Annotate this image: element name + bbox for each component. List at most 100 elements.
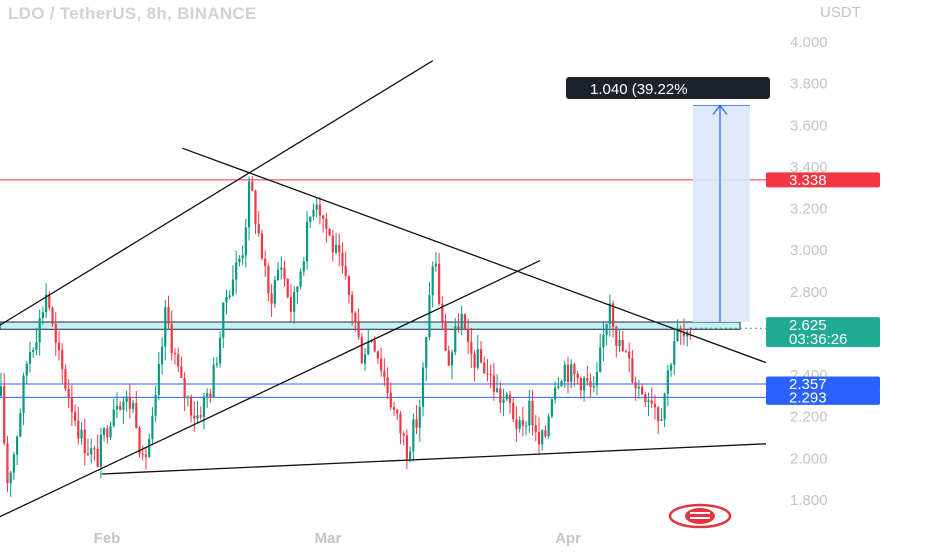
candle-body (557, 386, 560, 388)
candle-body (354, 312, 357, 323)
candle-body (241, 255, 244, 259)
candle-body (673, 341, 676, 365)
candle-body (666, 370, 669, 394)
price-badge: 2.357 (766, 376, 880, 393)
candle-body (363, 354, 367, 364)
candle-body (576, 374, 579, 378)
candle-body (19, 413, 22, 437)
candle-body (148, 439, 151, 457)
candle-body (77, 420, 80, 439)
candle-body (293, 291, 296, 312)
candle-body (38, 318, 41, 343)
candle-body (206, 393, 209, 397)
candle-body (589, 381, 592, 388)
y-tick-label: 3.200 (790, 201, 828, 218)
y-tick-label: 2.800 (790, 284, 828, 301)
candle-body (595, 371, 599, 386)
candle-body (409, 451, 412, 459)
candle-body (380, 358, 383, 371)
price-badge-bg (766, 172, 880, 188)
candle-body (35, 342, 38, 350)
candle-body (128, 396, 131, 409)
candle-body (48, 294, 51, 308)
candle-body (525, 425, 528, 427)
candle-body (347, 275, 351, 295)
candle-body (621, 339, 624, 352)
candle-body (157, 364, 160, 395)
candle-body (270, 293, 273, 304)
candle-body (396, 409, 399, 414)
x-tick-label: Mar (315, 530, 342, 547)
candle-body (605, 323, 608, 335)
candle-body (260, 233, 264, 259)
candle-body (499, 388, 502, 403)
candle-body (386, 377, 389, 393)
candle-body (119, 406, 122, 410)
y-tick-label: 3.400 (790, 159, 828, 176)
candle-body (299, 271, 302, 287)
candle-body (334, 244, 338, 253)
candle-body (276, 269, 280, 280)
candle-body (457, 326, 460, 331)
candle-body (573, 364, 576, 375)
y-tick-label: 4.000 (790, 34, 828, 51)
candle-body (154, 394, 157, 416)
price-badge-value: 2.293 (789, 389, 827, 406)
candle-body (512, 402, 515, 420)
candle-body (376, 351, 380, 359)
candle-body (492, 375, 495, 392)
candle-body (80, 429, 83, 439)
candle-body (235, 262, 238, 280)
candle-body (338, 244, 341, 253)
candle-body (444, 321, 447, 351)
candle-body (460, 314, 463, 331)
candle-body (431, 266, 434, 296)
candle-body (177, 354, 180, 367)
y-tick-label: 3.600 (790, 117, 828, 134)
candle-body (251, 181, 254, 191)
candle-body (473, 353, 476, 368)
y-tick-label: 3.800 (790, 76, 828, 93)
candle-body (238, 258, 241, 263)
candle-body (202, 396, 206, 417)
candle-body (628, 351, 631, 359)
candle-body (173, 353, 177, 355)
candle-body (51, 307, 54, 324)
candle-body (624, 351, 628, 353)
candle-body (360, 337, 363, 364)
candle-body (534, 425, 537, 432)
candle-body (392, 407, 396, 410)
candle-body (305, 221, 309, 262)
candle-body (212, 364, 215, 398)
candle-body (70, 398, 73, 413)
candle-body (550, 399, 553, 417)
candle-body (502, 399, 505, 403)
candle-body (634, 382, 637, 389)
trendline-channel-lower (0, 260, 541, 518)
candle-body (138, 428, 141, 454)
candle-body (189, 396, 193, 416)
trendline-channel-upper (0, 60, 434, 326)
candle-body (228, 295, 231, 298)
candle-body (9, 472, 12, 484)
price-badge-value: 2.357 (789, 376, 827, 393)
candle-body (54, 323, 57, 343)
candle-body (131, 403, 135, 409)
candle-body (650, 400, 653, 404)
candle-body (218, 337, 222, 364)
candle-body (283, 267, 286, 279)
candle-body (22, 375, 25, 414)
candle-body (560, 381, 563, 387)
candle-body (521, 420, 524, 426)
candle-body (106, 428, 109, 438)
x-tick-label: Apr (555, 530, 581, 547)
candle-body (6, 443, 9, 484)
measure-label: 1.040 (39.22% (566, 77, 770, 99)
measure-label-bg (566, 77, 770, 99)
measure-label-text: 1.040 (39.22% (590, 81, 688, 98)
candle-body (579, 377, 582, 391)
candle-body (73, 412, 77, 421)
candle-body (167, 307, 170, 324)
